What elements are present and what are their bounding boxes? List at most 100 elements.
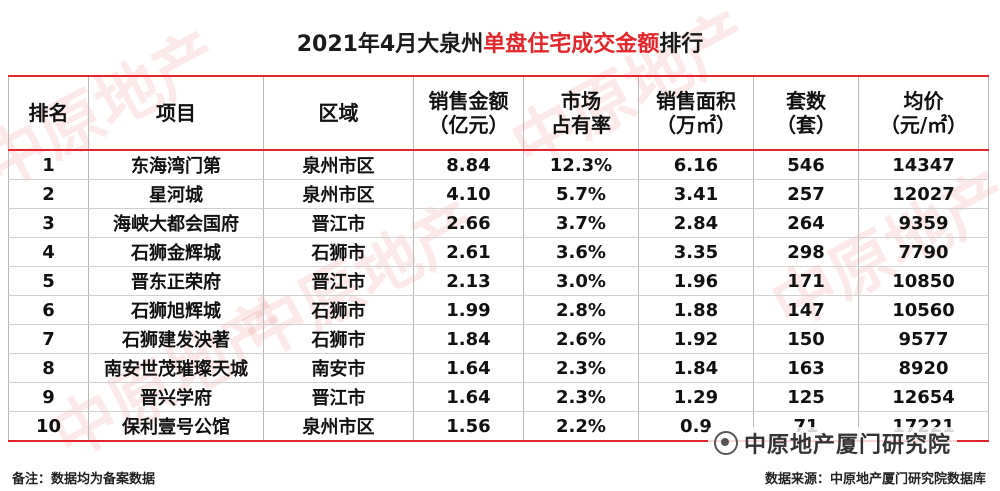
title-prefix: 2021年4月大泉州 bbox=[296, 32, 484, 57]
table-row: 7 石狮建发泱著 石狮市 1.84 2.6% 1.92 150 9577 bbox=[8, 324, 989, 354]
cell-project: 晋兴学府 bbox=[88, 382, 264, 412]
cell-sales-area: 1.84 bbox=[638, 353, 754, 383]
cell-rank: 3 bbox=[8, 208, 89, 238]
table-row: 4 石狮金辉城 石狮市 2.61 3.6% 3.35 298 7790 bbox=[8, 237, 989, 267]
cell-sales-area: 6.16 bbox=[638, 150, 754, 180]
cell-units: 298 bbox=[753, 237, 859, 267]
cell-region: 石狮市 bbox=[263, 295, 414, 325]
cell-rank: 5 bbox=[8, 266, 89, 296]
cell-region: 泉州市区 bbox=[263, 150, 414, 180]
page-title: 2021年4月大泉州单盘住宅成交金额排行 bbox=[0, 26, 1000, 58]
cell-project: 东海湾门第 bbox=[88, 150, 264, 180]
cell-region: 石狮市 bbox=[263, 237, 414, 267]
cell-units: 546 bbox=[753, 150, 859, 180]
cell-region: 石狮市 bbox=[263, 324, 414, 354]
cell-avg-price: 8920 bbox=[858, 353, 989, 383]
cell-units: 264 bbox=[753, 208, 859, 238]
cell-rank: 1 bbox=[8, 150, 89, 180]
cell-sales-amount: 1.84 bbox=[413, 324, 524, 354]
cell-avg-price: 7790 bbox=[858, 237, 989, 267]
header-units: 套数 （套） bbox=[753, 75, 859, 151]
cell-avg-price: 14347 bbox=[858, 150, 989, 180]
cell-units: 147 bbox=[753, 295, 859, 325]
table-row: 9 晋兴学府 晋江市 1.64 2.3% 1.29 125 12654 bbox=[8, 382, 989, 412]
cell-market-share: 2.2% bbox=[523, 411, 639, 442]
table-row: 3 海峡大都会国府 晋江市 2.66 3.7% 2.84 264 9359 bbox=[8, 208, 989, 238]
cell-sales-amount: 1.64 bbox=[413, 382, 524, 412]
cell-sales-amount: 2.66 bbox=[413, 208, 524, 238]
table-row: 8 南安世茂璀璨天城 南安市 1.64 2.3% 1.84 163 8920 bbox=[8, 353, 989, 383]
cell-region: 晋江市 bbox=[263, 382, 414, 412]
cell-sales-amount: 2.61 bbox=[413, 237, 524, 267]
cell-sales-area: 1.92 bbox=[638, 324, 754, 354]
cell-units: 125 bbox=[753, 382, 859, 412]
cell-rank: 8 bbox=[8, 353, 89, 383]
cell-project: 石狮金辉城 bbox=[88, 237, 264, 267]
header-avg-price: 均价 （元/㎡） bbox=[858, 75, 989, 151]
cell-sales-area: 1.96 bbox=[638, 266, 754, 296]
cell-rank: 7 bbox=[8, 324, 89, 354]
header-sales-amount: 销售金额 （亿元） bbox=[413, 75, 524, 151]
cell-market-share: 2.6% bbox=[523, 324, 639, 354]
cell-sales-amount: 4.10 bbox=[413, 179, 524, 209]
table-row: 1 东海湾门第 泉州市区 8.84 12.3% 6.16 546 14347 bbox=[8, 150, 989, 180]
cell-sales-area: 3.41 bbox=[638, 179, 754, 209]
cell-project: 星河城 bbox=[88, 179, 264, 209]
cell-avg-price: 12027 bbox=[858, 179, 989, 209]
cell-sales-area: 3.35 bbox=[638, 237, 754, 267]
cell-rank: 4 bbox=[8, 237, 89, 267]
cell-region: 泉州市区 bbox=[263, 179, 414, 209]
header-rank: 排名 bbox=[8, 75, 89, 151]
cell-market-share: 3.0% bbox=[523, 266, 639, 296]
cell-project: 海峡大都会国府 bbox=[88, 208, 264, 238]
footer-source: 数据来源：中原地产厦门研究院数据库 bbox=[764, 472, 986, 487]
header-sales-area: 销售面积 （万㎡） bbox=[638, 75, 754, 151]
cell-units: 171 bbox=[753, 266, 859, 296]
cell-avg-price: 12654 bbox=[858, 382, 989, 412]
cell-sales-amount: 1.64 bbox=[413, 353, 524, 383]
cell-avg-price: 9359 bbox=[858, 208, 989, 238]
wechat-icon bbox=[714, 431, 738, 455]
brand-logo: 中原地产厦门研究院 bbox=[708, 427, 958, 459]
cell-market-share: 3.6% bbox=[523, 237, 639, 267]
title-suffix: 排行 bbox=[659, 32, 704, 57]
cell-avg-price: 10560 bbox=[858, 295, 989, 325]
cell-project: 南安世茂璀璨天城 bbox=[88, 353, 264, 383]
cell-market-share: 2.3% bbox=[523, 353, 639, 383]
header-project: 项目 bbox=[88, 75, 264, 151]
footer-note: 备注：数据均为备案数据 bbox=[12, 472, 156, 487]
cell-project: 石狮旭辉城 bbox=[88, 295, 264, 325]
cell-rank: 10 bbox=[8, 411, 89, 442]
cell-market-share: 5.7% bbox=[523, 179, 639, 209]
cell-project: 晋东正荣府 bbox=[88, 266, 264, 296]
cell-project: 石狮建发泱著 bbox=[88, 324, 264, 354]
table-row: 2 星河城 泉州市区 4.10 5.7% 3.41 257 12027 bbox=[8, 179, 989, 209]
cell-project: 保利壹号公馆 bbox=[88, 411, 264, 442]
cell-region: 泉州市区 bbox=[263, 411, 414, 442]
header-row: 排名 项目 区域 销售金额 （亿元） 市场 占有率 销售面积 （万㎡） 套数 （套） 均… bbox=[8, 75, 989, 151]
cell-market-share: 2.3% bbox=[523, 382, 639, 412]
title-highlight: 单盘住宅成交金额 bbox=[483, 32, 660, 57]
cell-rank: 6 bbox=[8, 295, 89, 325]
cell-region: 晋江市 bbox=[263, 208, 414, 238]
header-region: 区域 bbox=[263, 75, 414, 151]
logo-text: 中原地产厦门研究院 bbox=[744, 433, 952, 458]
header-market-share: 市场 占有率 bbox=[523, 75, 639, 151]
cell-market-share: 2.8% bbox=[523, 295, 639, 325]
cell-region: 南安市 bbox=[263, 353, 414, 383]
cell-rank: 9 bbox=[8, 382, 89, 412]
table-row: 5 晋东正荣府 晋江市 2.13 3.0% 1.96 171 10850 bbox=[8, 266, 989, 296]
cell-sales-amount: 8.84 bbox=[413, 150, 524, 180]
cell-units: 257 bbox=[753, 179, 859, 209]
cell-sales-area: 2.84 bbox=[638, 208, 754, 238]
cell-sales-amount: 1.56 bbox=[413, 411, 524, 442]
cell-rank: 2 bbox=[8, 179, 89, 209]
cell-avg-price: 9577 bbox=[858, 324, 989, 354]
cell-sales-area: 1.29 bbox=[638, 382, 754, 412]
cell-sales-amount: 2.13 bbox=[413, 266, 524, 296]
cell-sales-amount: 1.99 bbox=[413, 295, 524, 325]
cell-avg-price: 10850 bbox=[858, 266, 989, 296]
table-row: 6 石狮旭辉城 石狮市 1.99 2.8% 1.88 147 10560 bbox=[8, 295, 989, 325]
cell-units: 150 bbox=[753, 324, 859, 354]
cell-units: 163 bbox=[753, 353, 859, 383]
